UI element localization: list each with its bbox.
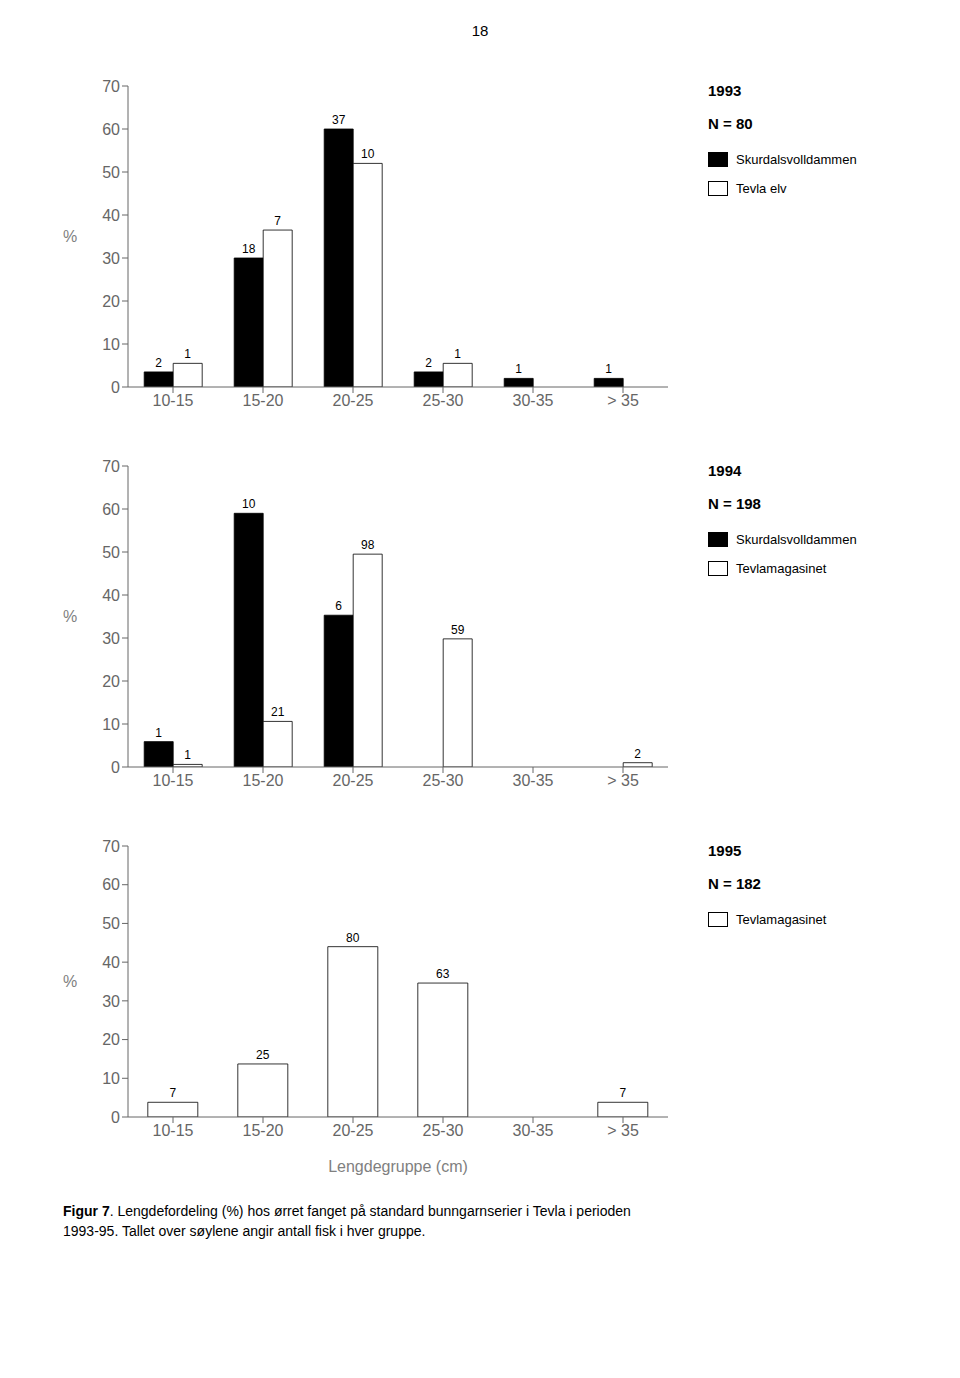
svg-text:> 35: > 35 [607, 392, 639, 409]
svg-text:7: 7 [274, 214, 281, 228]
svg-text:70: 70 [102, 78, 120, 95]
svg-text:1: 1 [454, 347, 461, 361]
svg-text:63: 63 [436, 967, 450, 981]
svg-text:1: 1 [155, 726, 162, 740]
svg-text:50: 50 [102, 915, 120, 932]
svg-text:30-35: 30-35 [513, 772, 554, 789]
svg-text:%: % [63, 608, 77, 625]
html-text:1995: 1995 [708, 842, 742, 859]
svg-text:0: 0 [111, 1109, 120, 1126]
html-text:N = 182: N = 182 [708, 875, 761, 892]
svg-text:1: 1 [184, 347, 191, 361]
svg-text:37: 37 [332, 113, 346, 127]
svg-text:60: 60 [102, 121, 120, 138]
svg-text:18: 18 [242, 242, 256, 256]
svg-text:1: 1 [184, 748, 191, 762]
svg-text:40: 40 [102, 954, 120, 971]
svg-text:1: 1 [515, 362, 522, 376]
svg-text:30: 30 [102, 630, 120, 647]
html-text:N = 198: N = 198 [708, 495, 761, 512]
svg-text:50: 50 [102, 164, 120, 181]
svg-text:30: 30 [102, 250, 120, 267]
svg-text:Lengdegruppe (cm): Lengdegruppe (cm) [328, 1158, 468, 1175]
svg-text:0: 0 [111, 379, 120, 396]
svg-text:20-25: 20-25 [333, 392, 374, 409]
svg-text:2: 2 [155, 356, 162, 370]
svg-text:20: 20 [102, 1031, 120, 1048]
svg-text:> 35: > 35 [607, 1122, 639, 1139]
svg-text:1: 1 [605, 362, 612, 376]
svg-text:30-35: 30-35 [513, 1122, 554, 1139]
svg-text:10-15: 10-15 [153, 392, 194, 409]
svg-text:10: 10 [102, 336, 120, 353]
svg-text:2: 2 [425, 356, 432, 370]
svg-text:%: % [63, 228, 77, 245]
svg-text:70: 70 [102, 838, 120, 855]
svg-text:25-30: 25-30 [423, 392, 464, 409]
svg-text:21: 21 [271, 705, 285, 719]
svg-text:15-20: 15-20 [243, 392, 284, 409]
svg-text:70: 70 [102, 458, 120, 475]
svg-text:15-20: 15-20 [243, 1122, 284, 1139]
svg-text:30-35: 30-35 [513, 392, 554, 409]
svg-text:40: 40 [102, 587, 120, 604]
svg-text:10-15: 10-15 [153, 772, 194, 789]
html-text:Skurdalsvolldammen: Skurdalsvolldammen [736, 152, 857, 167]
svg-text:10: 10 [102, 716, 120, 733]
svg-text:59: 59 [451, 623, 465, 637]
svg-text:6: 6 [335, 599, 342, 613]
svg-text:7: 7 [619, 1086, 626, 1100]
svg-text:15-20: 15-20 [243, 772, 284, 789]
svg-text:98: 98 [361, 538, 375, 552]
svg-text:60: 60 [102, 876, 120, 893]
html-text:Skurdalsvolldammen: Skurdalsvolldammen [736, 532, 857, 547]
svg-text:> 35: > 35 [607, 772, 639, 789]
svg-text:50: 50 [102, 544, 120, 561]
html-text:N = 80: N = 80 [708, 115, 753, 132]
svg-text:%: % [63, 973, 77, 990]
svg-text:10-15: 10-15 [153, 1122, 194, 1139]
html-text:Tevla elv: Tevla elv [736, 181, 787, 196]
svg-text:2: 2 [634, 747, 641, 761]
html-text:1993: 1993 [708, 82, 742, 99]
svg-text:10: 10 [102, 1070, 120, 1087]
svg-text:80: 80 [346, 931, 360, 945]
svg-text:7: 7 [169, 1086, 176, 1100]
svg-text:10: 10 [242, 497, 256, 511]
svg-text:20-25: 20-25 [333, 772, 374, 789]
svg-text:20: 20 [102, 673, 120, 690]
svg-text:30: 30 [102, 993, 120, 1010]
html-text:18: 18 [471, 22, 489, 39]
html-text:Tevlamagasinet: Tevlamagasinet [736, 561, 827, 576]
html-text:Tevlamagasinet: Tevlamagasinet [736, 912, 827, 927]
html-text:1994: 1994 [708, 462, 742, 479]
svg-text:40: 40 [102, 207, 120, 224]
svg-text:0: 0 [111, 759, 120, 776]
svg-text:10: 10 [361, 147, 375, 161]
svg-text:20-25: 20-25 [333, 1122, 374, 1139]
svg-text:60: 60 [102, 501, 120, 518]
html-text:Figur 7. Lengdefordeling (%) h: Figur 7. Lengdefordeling (%) hos ørret f… [63, 1203, 631, 1239]
svg-text:25-30: 25-30 [423, 772, 464, 789]
svg-text:25-30: 25-30 [423, 1122, 464, 1139]
svg-text:20: 20 [102, 293, 120, 310]
svg-text:25: 25 [256, 1048, 270, 1062]
